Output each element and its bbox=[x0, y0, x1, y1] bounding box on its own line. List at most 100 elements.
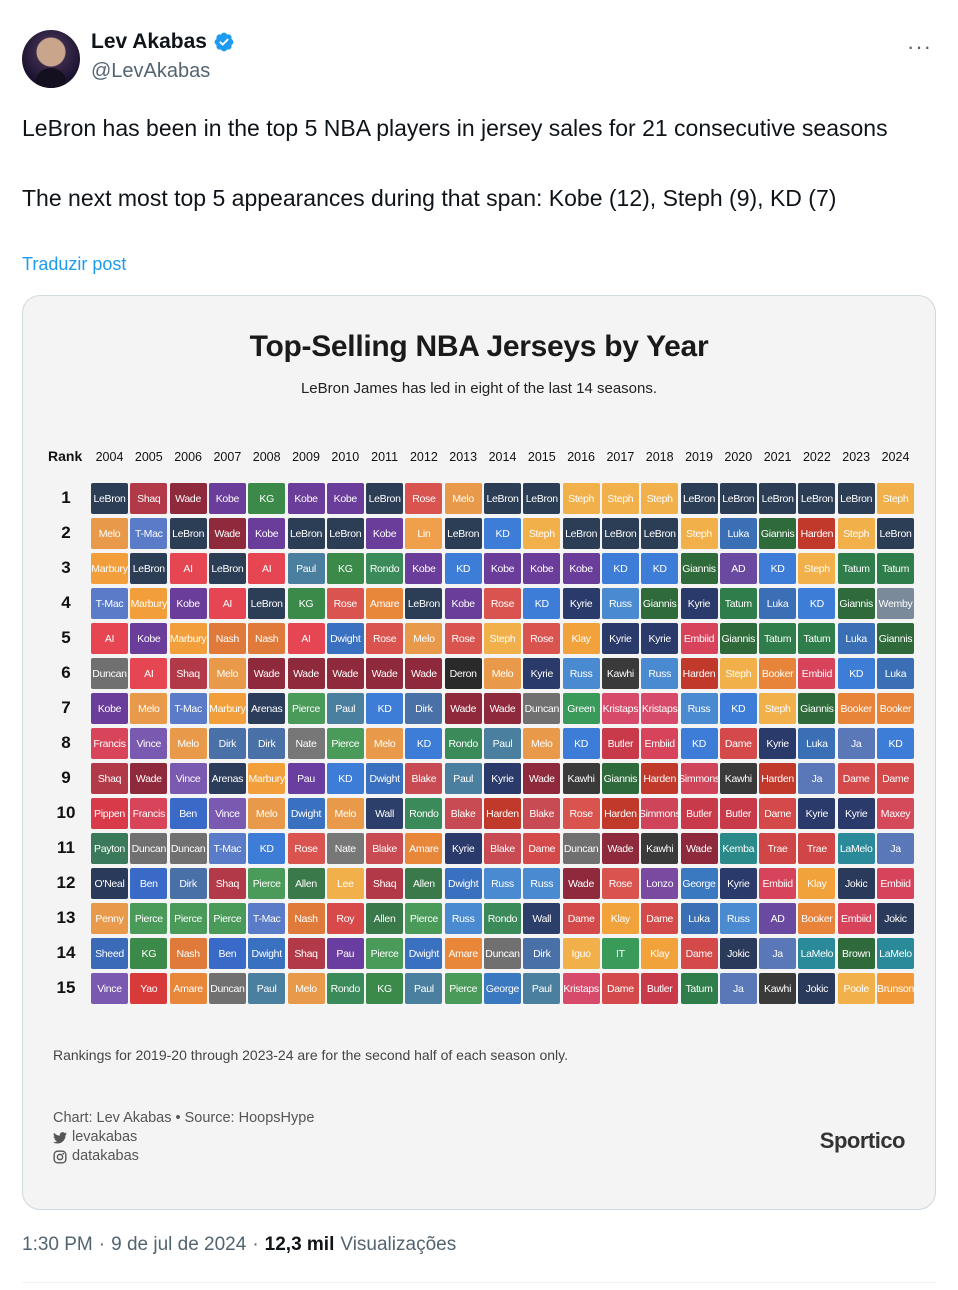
jersey-cell: Wade bbox=[562, 868, 600, 899]
jersey-cell: Luka bbox=[837, 623, 875, 654]
jersey-cell: LeBron bbox=[208, 553, 246, 584]
jersey-cell: AI bbox=[248, 553, 286, 584]
tweet-date[interactable]: 9 de jul de 2024 bbox=[111, 1234, 247, 1255]
jersey-cell: KD bbox=[326, 763, 364, 794]
rank-number-8: 8 bbox=[61, 733, 71, 752]
jersey-cell: Wade bbox=[405, 658, 443, 689]
jersey-cell: Butler bbox=[641, 973, 679, 1004]
jersey-cell: Kemba bbox=[719, 833, 757, 864]
sportico-logo: Sportico bbox=[819, 1128, 906, 1153]
jersey-cell: Pau bbox=[326, 938, 364, 969]
jersey-cell: KD bbox=[562, 728, 600, 759]
jersey-cell: Klay bbox=[562, 623, 600, 654]
jersey-cell: Steph bbox=[877, 483, 914, 514]
jersey-cell: Dame bbox=[562, 903, 600, 934]
divider bbox=[22, 1282, 936, 1283]
jersey-cell: Butler bbox=[680, 798, 718, 829]
jersey-cell: George bbox=[680, 868, 718, 899]
jersey-cell: Melo bbox=[444, 483, 482, 514]
jersey-cell: LeBron bbox=[837, 483, 875, 514]
jersey-cell: Dirk bbox=[208, 728, 246, 759]
tweet-media-chart[interactable]: Top-Selling NBA Jerseys by Year LeBron J… bbox=[22, 295, 936, 1210]
jersey-cell: KD bbox=[641, 553, 679, 584]
jersey-cell: Marbury bbox=[248, 763, 286, 794]
jersey-cell: Steph bbox=[798, 553, 836, 584]
jersey-cell: Dame bbox=[759, 798, 797, 829]
jersey-cell: Kyrie bbox=[641, 623, 679, 654]
jersey-cell: Marbury bbox=[91, 553, 128, 584]
jersey-cell: Rose bbox=[562, 798, 600, 829]
jersey-cell: Kobe bbox=[169, 588, 207, 619]
year-label-2007: 2007 bbox=[213, 450, 242, 464]
translate-link[interactable]: Traduzir post bbox=[22, 254, 127, 274]
views-label: Visualizações bbox=[340, 1234, 457, 1255]
jersey-cell: Vince bbox=[130, 728, 168, 759]
jersey-cell: Kristaps bbox=[562, 973, 600, 1004]
instagram-icon bbox=[53, 1149, 67, 1164]
jersey-cell: Nash bbox=[248, 623, 286, 654]
chart-subtitle: LeBron James has led in eight of the las… bbox=[300, 380, 658, 397]
jersey-cell: Melo bbox=[484, 658, 521, 689]
jersey-cell: LeBron bbox=[484, 483, 521, 514]
jersey-cell: IT bbox=[601, 938, 639, 969]
jersey-cell: Rondo bbox=[366, 553, 404, 584]
jersey-cell: Vince bbox=[91, 973, 128, 1004]
jersey-cell: Wall bbox=[523, 903, 561, 934]
jersey-cell: LeBron bbox=[562, 518, 600, 549]
jersey-cell: Harden bbox=[680, 658, 718, 689]
jersey-cell: Steph bbox=[601, 483, 639, 514]
jersey-cell: Ja bbox=[877, 833, 914, 864]
jersey-cell: Kawhi bbox=[641, 833, 679, 864]
jersey-cell: AI bbox=[287, 623, 325, 654]
jersey-cell: Kyrie bbox=[562, 588, 600, 619]
jersey-cell: Melo bbox=[208, 658, 246, 689]
instagram-handle: datakabas bbox=[72, 1148, 139, 1164]
jersey-cell: Deron bbox=[444, 658, 482, 689]
jersey-cell: Paul bbox=[287, 553, 325, 584]
year-label-2008: 2008 bbox=[252, 450, 281, 464]
jersey-cell: Kobe bbox=[208, 483, 246, 514]
jersey-cell: KG bbox=[326, 553, 364, 584]
jersey-cell: Amare bbox=[169, 973, 207, 1004]
author-name-row[interactable]: Lev Akabas bbox=[91, 30, 235, 54]
jersey-cell: Lonzo bbox=[641, 868, 679, 899]
jersey-cell: Paul bbox=[484, 728, 521, 759]
tweet-text: LeBron has been in the top 5 NBA players… bbox=[22, 111, 922, 216]
jersey-cell: Arenas bbox=[208, 763, 246, 794]
jersey-cell: Pierce bbox=[366, 938, 404, 969]
author-handle[interactable]: @LevAkabas bbox=[91, 60, 211, 82]
jersey-cell: Dame bbox=[523, 833, 561, 864]
jersey-cell: KD bbox=[484, 518, 521, 549]
author-name[interactable]: Lev Akabas bbox=[91, 30, 207, 53]
jersey-cell: Vince bbox=[208, 798, 246, 829]
verified-badge-icon bbox=[214, 32, 234, 52]
rank-number-4: 4 bbox=[61, 593, 71, 612]
jersey-cell: LeBron bbox=[444, 518, 482, 549]
jersey-cell: Pierce bbox=[130, 903, 168, 934]
jersey-cell: Ja bbox=[759, 938, 797, 969]
rank-number-3: 3 bbox=[61, 558, 71, 577]
jersey-cell: Dame bbox=[719, 728, 757, 759]
jersey-cell: Rose bbox=[484, 588, 521, 619]
jersey-cell: Russ bbox=[641, 658, 679, 689]
more-options-icon[interactable]: ··· bbox=[907, 34, 932, 59]
jersey-cell: Tatum bbox=[680, 973, 718, 1004]
jersey-cell: Maxey bbox=[877, 798, 914, 829]
jersey-cell: Ben bbox=[169, 798, 207, 829]
avatar[interactable] bbox=[22, 30, 80, 88]
tweet-time[interactable]: 1:30 PM bbox=[22, 1234, 93, 1255]
jersey-cell: Kobe bbox=[484, 553, 521, 584]
jersey-cell: Kobe bbox=[405, 553, 443, 584]
jersey-cell: Steph bbox=[837, 518, 875, 549]
jersey-cell: AI bbox=[130, 658, 168, 689]
meta-separator: · bbox=[98, 1234, 106, 1255]
rank-header: Rank bbox=[48, 448, 83, 464]
jersey-cell: Kyrie bbox=[719, 868, 757, 899]
jersey-cell: LeBron bbox=[91, 483, 128, 514]
jersey-cell: LeBron bbox=[641, 518, 679, 549]
jersey-cell: Dirk bbox=[405, 693, 443, 724]
jersey-cell: KD bbox=[601, 553, 639, 584]
jersey-cell: KD bbox=[680, 728, 718, 759]
jersey-cell: Melo bbox=[405, 623, 443, 654]
jersey-cell: Rondo bbox=[444, 728, 482, 759]
